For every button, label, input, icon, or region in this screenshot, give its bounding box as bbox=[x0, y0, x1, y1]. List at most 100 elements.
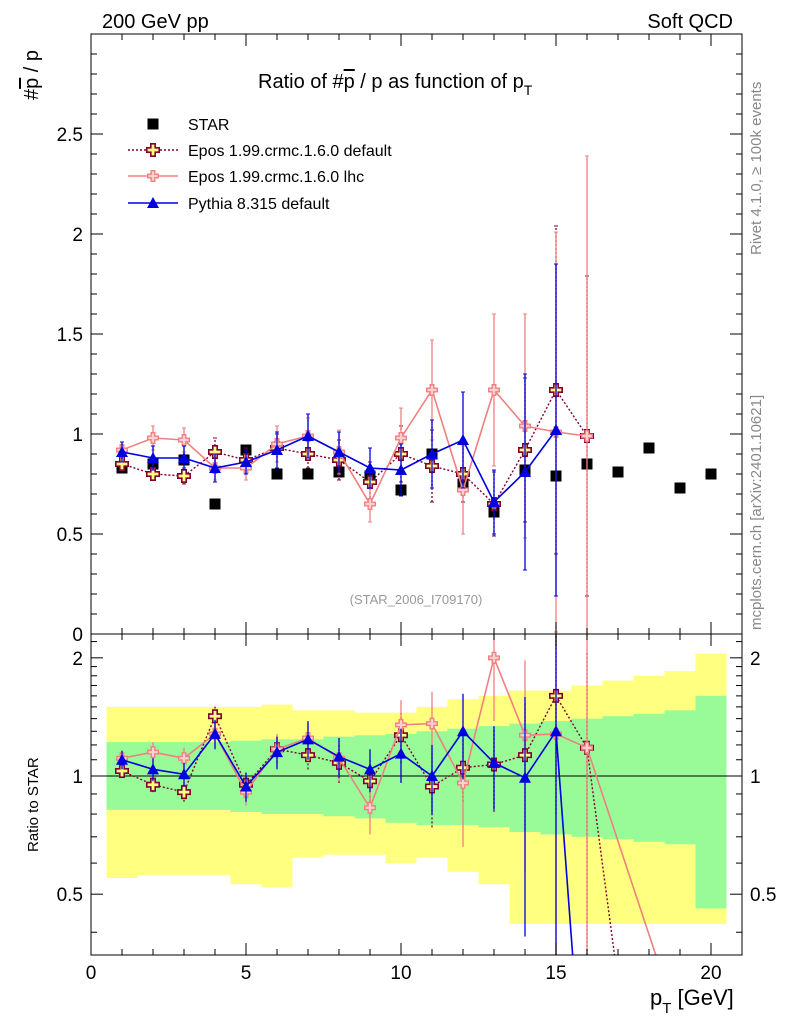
epos-lhc-point bbox=[364, 498, 376, 510]
pythia-point bbox=[395, 464, 407, 475]
pythia-point bbox=[457, 434, 469, 445]
epos-lhc-point bbox=[147, 432, 159, 444]
ratio-band-inner bbox=[602, 716, 634, 840]
legend-label: Pythia 8.315 default bbox=[188, 196, 330, 213]
epos-lhc-ratio-point bbox=[426, 717, 438, 730]
pythia-point bbox=[333, 446, 345, 457]
y-label-pbar: p bbox=[21, 78, 43, 89]
x-label-unit: [GeV] bbox=[671, 985, 733, 1010]
header-right-label: Soft QCD bbox=[647, 11, 733, 33]
ratio-band-inner bbox=[633, 713, 665, 842]
main-plot-area bbox=[115, 155, 717, 634]
epos-default-point bbox=[208, 445, 222, 459]
y-tick-label-ratio-left: 0.5 bbox=[57, 885, 83, 906]
epos-lhc-ratio-point bbox=[364, 801, 376, 814]
epos-lhc-point bbox=[178, 434, 190, 446]
epos-lhc-line bbox=[121, 388, 588, 506]
chart-title: Ratio of #p / p as function of pT bbox=[258, 71, 533, 98]
y-tick-label-main: 2.5 bbox=[57, 125, 83, 146]
epos-default-point bbox=[177, 469, 191, 483]
epos-lhc-point bbox=[488, 384, 500, 396]
epos-lhc-ratio-point bbox=[488, 651, 500, 664]
pythia-point bbox=[302, 430, 314, 441]
pythia-ratio-point bbox=[209, 727, 221, 739]
pythia-ratio-point bbox=[302, 733, 314, 745]
pythia-point bbox=[209, 462, 221, 473]
epos-lhc-point bbox=[426, 384, 438, 396]
pythia-ratio-point bbox=[116, 753, 128, 765]
epos-lhc-point bbox=[581, 430, 593, 442]
y-label-rest: / p bbox=[21, 50, 43, 78]
pythia-ratio-point bbox=[550, 725, 562, 737]
pythia-point bbox=[488, 496, 500, 507]
y-tick-label-main: 1 bbox=[72, 425, 83, 446]
pythia-point bbox=[550, 424, 562, 435]
chart-title-sub: T bbox=[524, 82, 533, 98]
pythia-ratio-point bbox=[240, 780, 252, 792]
star-data-point bbox=[209, 498, 221, 510]
chart-title-pbar: p bbox=[344, 71, 355, 93]
x-tick-label: 5 bbox=[241, 963, 252, 984]
legend-label: Epos 1.99.crmc.1.6.0 lhc bbox=[188, 169, 364, 186]
y-tick-label-ratio-left: 1 bbox=[72, 767, 83, 788]
epos-lhc-point bbox=[395, 432, 407, 444]
epos-default-point bbox=[115, 457, 129, 471]
rivet-version-label: Rivet 4.1.0, ≥ 100k events bbox=[748, 82, 765, 255]
star-data-point bbox=[705, 468, 717, 480]
ratio-plot-area bbox=[91, 634, 742, 955]
pythia-point bbox=[519, 466, 531, 477]
legend-marker bbox=[147, 118, 159, 130]
pythia-ratio-point bbox=[457, 725, 469, 737]
y-tick-label-ratio-right: 2 bbox=[750, 649, 761, 670]
x-axis-label: pT [GeV] bbox=[650, 985, 734, 1017]
analysis-id-label: (STAR_2006_I709170) bbox=[350, 592, 483, 607]
pythia-ratio-point bbox=[395, 747, 407, 759]
ratio-band-inner bbox=[695, 695, 727, 909]
epos-default-ratio-point bbox=[208, 709, 222, 724]
epos-lhc-ratio-point bbox=[457, 776, 469, 789]
pythia-point bbox=[240, 456, 252, 467]
header-left-label: 200 GeV pp bbox=[102, 11, 209, 33]
x-label-sub: T bbox=[662, 1000, 671, 1017]
pythia-ratio-point bbox=[147, 763, 159, 775]
legend-marker bbox=[147, 170, 159, 182]
pythia-ratio-line bbox=[121, 728, 574, 955]
epos-default-ratio-point bbox=[177, 785, 191, 800]
pythia-point bbox=[426, 448, 438, 459]
star-data-point bbox=[612, 466, 624, 478]
x-label-p: p bbox=[650, 985, 662, 1010]
pythia-point bbox=[116, 446, 128, 457]
legend-label: STAR bbox=[188, 117, 229, 134]
epos-lhc-ratio-point bbox=[147, 746, 159, 759]
x-tick-label: 0 bbox=[86, 963, 97, 984]
pythia-ratio-point bbox=[519, 771, 531, 783]
epos-default-ratio-point bbox=[146, 777, 160, 792]
legend-marker bbox=[146, 143, 160, 157]
chart-title-main: Ratio of # bbox=[258, 71, 344, 93]
epos-default-ratio-point bbox=[115, 763, 129, 778]
x-tick-label: 10 bbox=[390, 963, 411, 984]
star-data-point bbox=[271, 468, 283, 480]
pythia-point bbox=[147, 452, 159, 463]
epos-lhc-ratio-point bbox=[581, 741, 593, 754]
x-tick-label: 15 bbox=[545, 963, 566, 984]
y-axis-label-main: #p / p bbox=[21, 50, 43, 100]
epos-lhc-ratio-point bbox=[395, 718, 407, 731]
y-label-hash: # bbox=[21, 88, 43, 100]
main-panel: 0 0.5 1 1.5 2 2.5 bbox=[57, 33, 743, 646]
legend-marker bbox=[147, 197, 159, 208]
star-data-point bbox=[643, 442, 655, 454]
pythia-ratio-point bbox=[271, 746, 283, 758]
ratio-panel: 0 5 10 15 20 0.5 0.5 1 1 2 2 bbox=[57, 633, 776, 984]
ratio-band-inner bbox=[664, 710, 696, 845]
y-tick-label-main: 2 bbox=[72, 225, 83, 246]
pythia-ratio-point bbox=[426, 770, 438, 782]
chart-title-rest: / p as function of p bbox=[355, 71, 524, 93]
pythia-point bbox=[364, 462, 376, 473]
pythia-ratio-point bbox=[333, 750, 345, 762]
pythia-ratio-point bbox=[178, 768, 190, 780]
epos-default-point bbox=[146, 467, 160, 481]
y-tick-label-main: 1.5 bbox=[57, 325, 83, 346]
y-axis-label-ratio: Ratio to STAR bbox=[25, 757, 42, 852]
